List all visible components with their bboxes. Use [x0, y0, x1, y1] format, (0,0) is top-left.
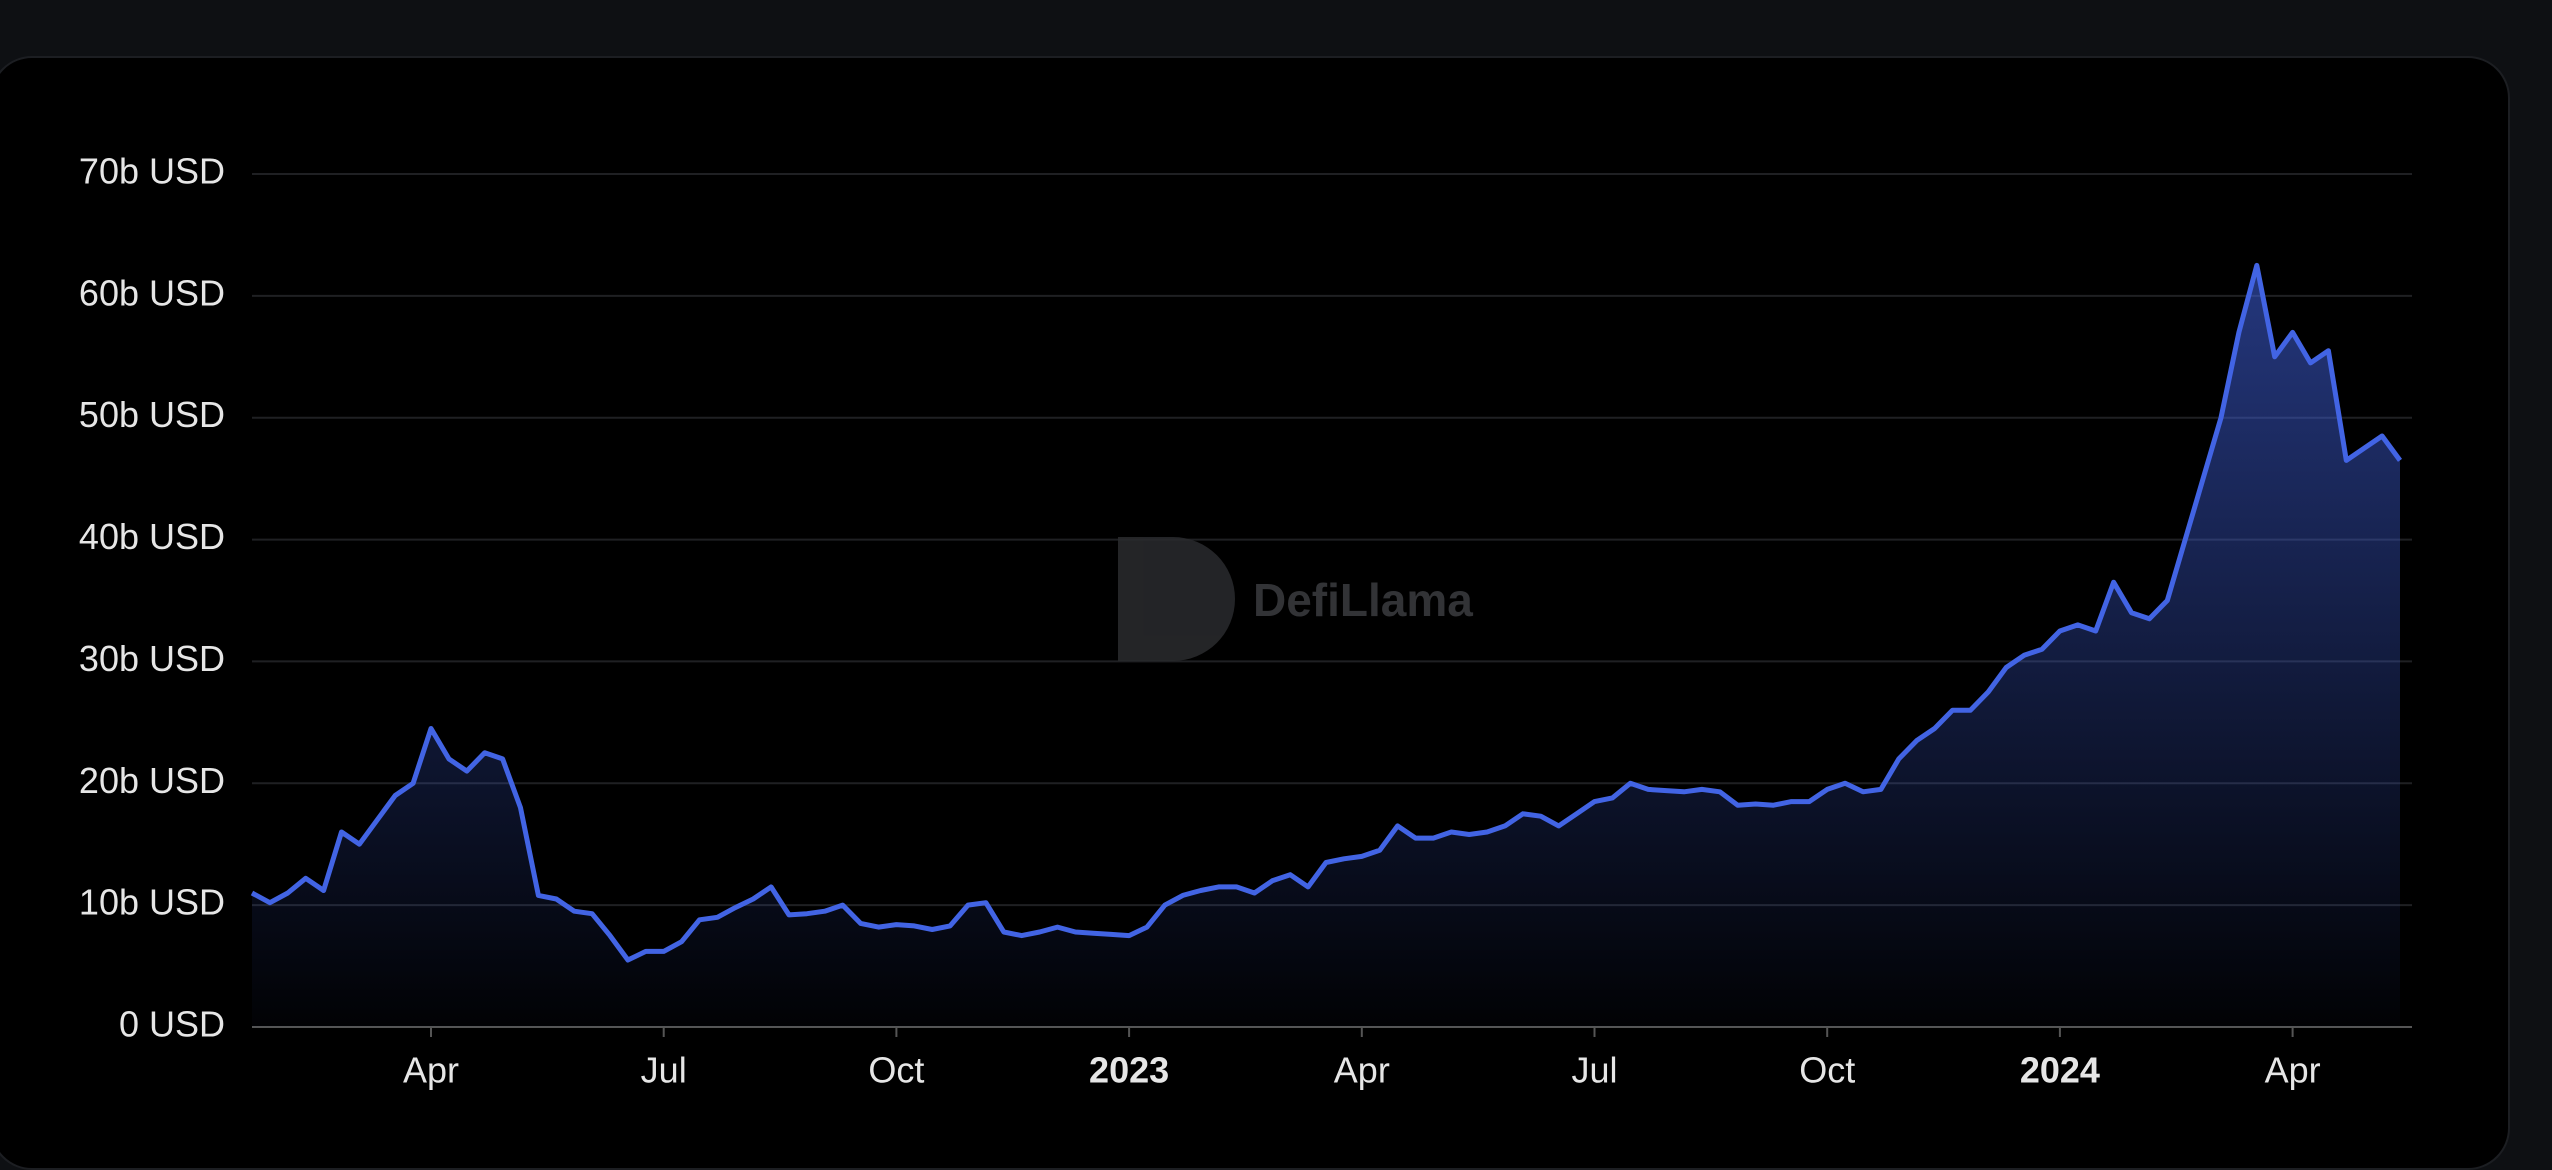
- line: [250, 262, 2403, 963]
- x-tick-label: 2024: [2020, 1050, 2100, 1091]
- x-tick-label: Apr: [1334, 1050, 1390, 1091]
- x-tick-label: Oct: [868, 1050, 924, 1091]
- watermark-text: DefiLlama: [1253, 574, 1473, 626]
- area: [252, 265, 2400, 1027]
- y-tick-label: 20b USD: [79, 760, 225, 801]
- y-tick-label: 50b USD: [79, 394, 225, 435]
- y-tick-label: 10b USD: [79, 882, 225, 923]
- y-tick-label: 40b USD: [79, 516, 225, 557]
- watermark-logo: [1118, 537, 1235, 661]
- x-tick-label: Apr: [403, 1050, 459, 1091]
- watermark: DefiLlama: [1118, 537, 1473, 661]
- y-tick-label: 70b USD: [79, 151, 225, 192]
- x-tick-label: Apr: [2265, 1050, 2321, 1091]
- y-tick-label: 0 USD: [119, 1004, 225, 1045]
- x-tick-label: Jul: [641, 1050, 687, 1091]
- y-tick-label: 30b USD: [79, 638, 225, 679]
- x-tick-label: 2023: [1089, 1050, 1169, 1091]
- chart: DefiLlama 0 USD 10b USD 20b USD 30b USD 40b …: [79, 151, 2412, 1091]
- x-tick-label: Jul: [1571, 1050, 1617, 1091]
- y-tick-label: 60b USD: [79, 272, 225, 313]
- page: {"chart_data": {"type": "area", "waterma…: [0, 56, 2510, 1170]
- x-tick-label: Oct: [1799, 1050, 1855, 1091]
